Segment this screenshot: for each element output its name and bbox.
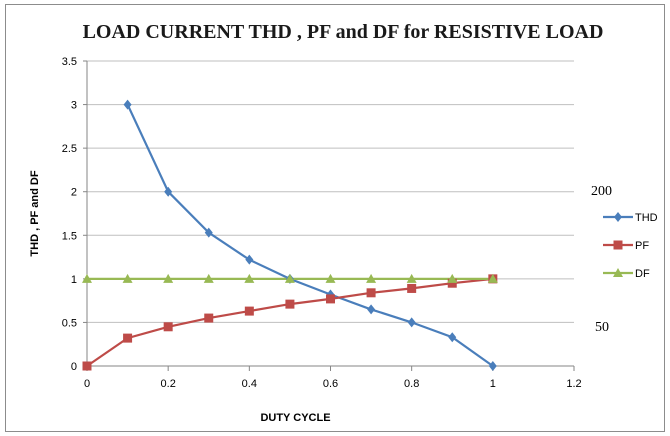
df-data-point xyxy=(163,273,174,283)
side-note-200: 200 xyxy=(591,184,612,199)
y-tick-label: 1 xyxy=(71,274,77,286)
thd-data-point xyxy=(367,304,376,315)
side-note-50: 50 xyxy=(595,320,609,335)
y-tick-label: 0 xyxy=(71,361,77,373)
x-tick-label: 0.2 xyxy=(161,378,176,390)
pf-data-point xyxy=(326,294,335,304)
thd-data-point xyxy=(448,332,457,343)
legend-df-marker xyxy=(613,268,623,277)
y-tick-label: 2.5 xyxy=(62,143,77,155)
pf-data-point xyxy=(82,361,92,371)
df-data-point xyxy=(122,273,133,283)
thd-series-line xyxy=(126,104,494,367)
thd-data-point xyxy=(488,361,497,371)
df-data-point xyxy=(82,273,92,283)
y-tick-label: 2 xyxy=(71,187,77,199)
df-data-point xyxy=(487,273,498,283)
pf-data-point xyxy=(163,322,173,332)
df-data-point xyxy=(244,273,255,283)
x-tick-label: 0.8 xyxy=(404,378,419,390)
legend-thd-marker xyxy=(614,212,622,222)
x-tick-label: 1 xyxy=(490,378,496,390)
df-data-point xyxy=(284,273,295,283)
y-tick-label: 3.5 xyxy=(62,56,77,68)
legend-thd-label: THD xyxy=(635,212,658,224)
pf-data-point xyxy=(204,313,214,323)
legend: THD PF DF xyxy=(603,212,658,280)
pf-data-point xyxy=(366,288,376,298)
df-data-point xyxy=(203,273,214,283)
pf-data-point xyxy=(123,333,133,343)
x-tick-labels: 0 0.2 0.4 0.6 0.8 1 1.2 xyxy=(84,378,582,390)
thd-data-point xyxy=(164,186,173,197)
legend-pf-marker xyxy=(613,240,623,250)
legend-df-label: DF xyxy=(635,268,650,280)
x-tick-label: 1.2 xyxy=(566,378,581,390)
legend-pf-label: PF xyxy=(635,240,649,252)
y-tick-label: 0.5 xyxy=(62,317,77,329)
df-data-point xyxy=(325,273,336,283)
pf-data-point xyxy=(244,306,254,316)
y-tick-labels: 0 0.5 1 1.5 2 2.5 3 3.5 xyxy=(62,56,77,373)
df-data-point xyxy=(366,273,377,283)
axes xyxy=(86,61,575,371)
pf-data-point xyxy=(447,278,457,288)
chart-title: LOAD CURRENT THD , PF and DF for RESISTI… xyxy=(83,21,604,43)
pf-data-point xyxy=(285,299,295,309)
thd-data-point xyxy=(204,227,213,238)
df-data-point xyxy=(447,273,458,283)
x-tick-label: 0.4 xyxy=(242,378,257,390)
pf-data-point xyxy=(407,283,417,293)
x-tick-label: 0 xyxy=(84,378,90,390)
series-markers xyxy=(82,99,498,371)
chart-frame xyxy=(5,4,665,432)
thd-data-point xyxy=(407,317,416,328)
y-tick-label: 1.5 xyxy=(62,230,77,242)
gridlines xyxy=(83,60,574,367)
x-axis-title: DUTY CYCLE xyxy=(260,412,330,424)
x-tick-label: 0.6 xyxy=(323,378,338,390)
thd-data-point xyxy=(245,254,254,265)
df-data-point xyxy=(406,273,417,283)
thd-data-point xyxy=(123,99,132,110)
y-axis-title: THD , PF and DF xyxy=(29,170,41,256)
y-tick-label: 3 xyxy=(71,100,77,112)
